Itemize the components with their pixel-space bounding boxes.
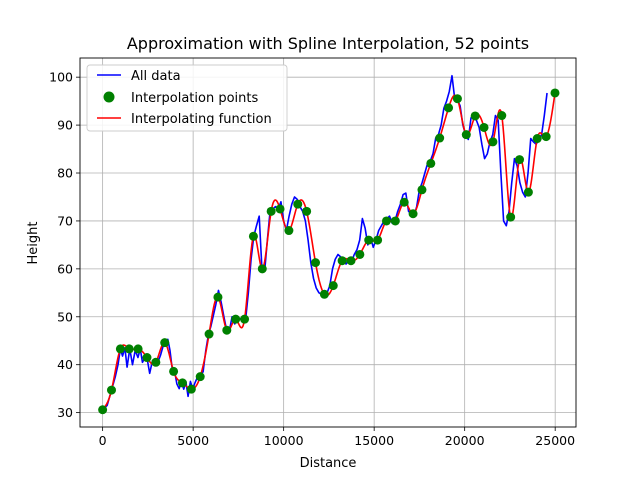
interpolation-point xyxy=(311,258,321,268)
interpolation-point xyxy=(426,158,436,168)
interpolation-point xyxy=(177,378,187,388)
interpolation-point xyxy=(275,204,285,214)
axes-frame xyxy=(79,57,577,428)
interpolation-point xyxy=(417,185,427,195)
interpolation-point xyxy=(107,385,116,395)
interpolation-point xyxy=(399,197,409,207)
legend-label-interpolation-points: Interpolation points xyxy=(131,91,258,106)
interpolation-point xyxy=(257,264,267,274)
interpolation-point xyxy=(532,134,542,144)
interpolation-point xyxy=(364,235,374,245)
interpolation-point xyxy=(373,235,383,245)
legend-label-interpolating-function: Interpolating function xyxy=(131,112,272,127)
interpolation-point xyxy=(302,206,312,216)
y-axis-label: Height xyxy=(26,222,41,265)
interpolation-point xyxy=(293,199,303,209)
interpolation-point xyxy=(240,314,250,324)
interpolation-point xyxy=(319,289,329,299)
interpolation-point xyxy=(204,329,214,339)
legend-box xyxy=(86,64,288,132)
interpolation-point xyxy=(124,344,134,354)
legend: All data Interpolation points Interpolat… xyxy=(86,64,288,132)
interpolation-point xyxy=(248,231,258,241)
interpolation-points xyxy=(98,88,560,415)
interpolation-point xyxy=(435,133,445,143)
interpolation-point xyxy=(541,132,551,142)
interpolation-point xyxy=(355,249,365,259)
y-tick-label: 80 xyxy=(57,166,73,181)
interpolation-point xyxy=(98,405,108,415)
interpolation-point xyxy=(266,206,276,216)
interpolation-point xyxy=(328,281,338,291)
x-tick-label: 10000 xyxy=(264,433,304,448)
y-tick-label: 70 xyxy=(57,213,73,228)
interpolation-point xyxy=(390,216,400,226)
x-tick-label: 20000 xyxy=(445,433,485,448)
y-tick-label: 60 xyxy=(57,261,73,276)
x-tick-label: 15000 xyxy=(354,433,394,448)
interpolation-point xyxy=(284,226,294,236)
legend-swatch-interpolation-points xyxy=(103,91,115,103)
legend-label-all-data: All data xyxy=(131,69,181,84)
x-axis-label: Distance xyxy=(300,456,357,471)
chart-title: Approximation with Spline Interpolation,… xyxy=(127,34,529,53)
x-axis-ticks: 0 5000 10000 15000 20000 25000 xyxy=(99,427,575,448)
interpolation-point xyxy=(523,187,533,197)
interpolation-point xyxy=(497,111,507,121)
interpolation-point xyxy=(195,372,205,382)
interpolation-point xyxy=(169,366,179,376)
interpolation-point xyxy=(151,357,161,367)
interpolation-point xyxy=(452,94,462,104)
interpolation-point xyxy=(337,256,347,266)
interpolation-point xyxy=(470,111,480,121)
y-tick-label: 100 xyxy=(49,70,73,85)
interpolation-point xyxy=(346,256,356,266)
interpolation-point xyxy=(160,338,170,348)
y-tick-label: 40 xyxy=(57,357,73,372)
interpolation-point xyxy=(186,384,196,394)
interpolation-point xyxy=(408,209,418,219)
plot-area xyxy=(98,74,560,415)
interpolation-point xyxy=(133,344,143,354)
interpolation-point xyxy=(506,212,516,222)
x-tick-label: 25000 xyxy=(535,433,575,448)
interpolation-point xyxy=(550,88,560,98)
interpolation-point xyxy=(479,122,489,132)
interpolation-point xyxy=(488,137,498,147)
x-tick-label: 5000 xyxy=(177,433,209,448)
interpolation-point xyxy=(231,314,241,324)
y-tick-label: 50 xyxy=(57,309,73,324)
interpolation-point xyxy=(222,325,232,335)
interpolation-point xyxy=(115,344,125,354)
y-tick-label: 30 xyxy=(57,405,73,420)
interpolation-point xyxy=(461,130,471,140)
interpolation-point xyxy=(142,353,152,363)
interpolation-point xyxy=(444,103,454,113)
y-axis-ticks: 30 40 50 60 70 80 90 100 xyxy=(49,70,80,420)
interpolation-point xyxy=(381,216,391,226)
y-tick-label: 90 xyxy=(57,118,73,133)
interpolation-point xyxy=(515,155,525,165)
interpolation-point xyxy=(213,292,223,302)
x-tick-label: 0 xyxy=(99,433,107,448)
